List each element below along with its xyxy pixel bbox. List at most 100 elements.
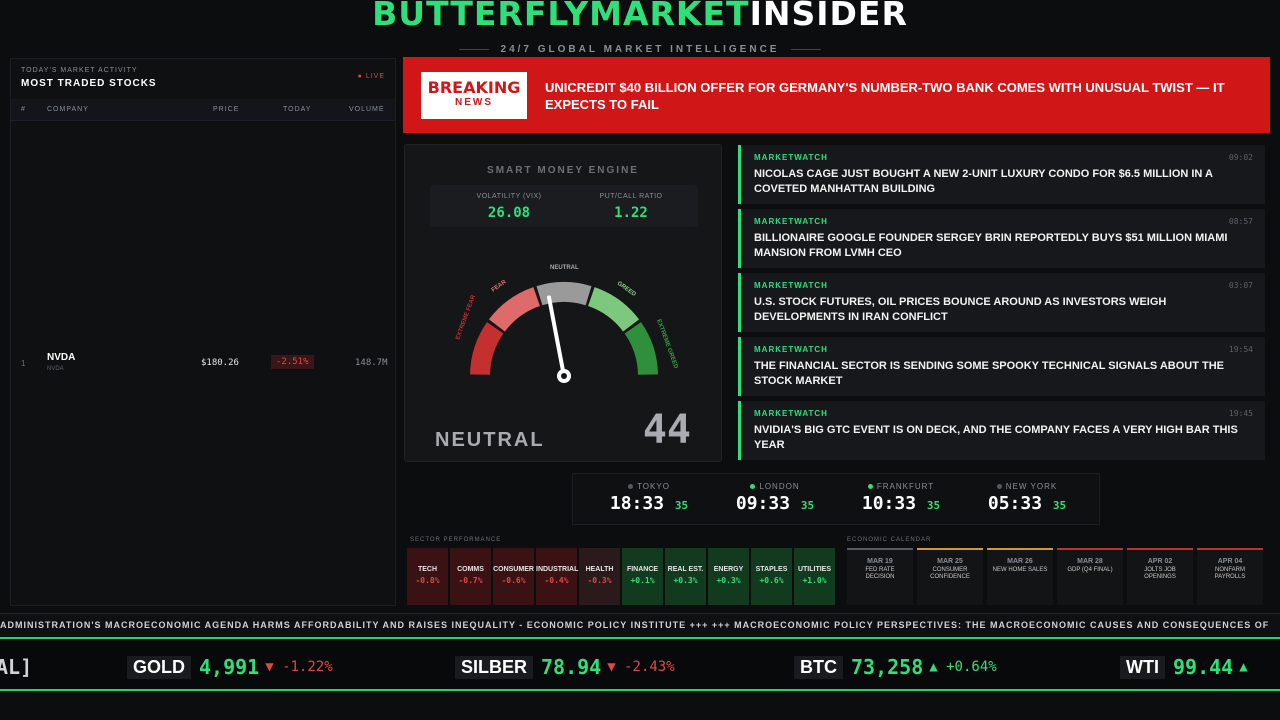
gauge-segment-extreme-greed — [624, 322, 658, 376]
news-headline[interactable]: BILLIONAIRE GOOGLE FOUNDER SERGEY BRIN R… — [754, 232, 1228, 259]
clock-time: 18:33 — [609, 493, 665, 514]
sector-name: HEALTH — [585, 566, 614, 573]
live-badge: ● LIVE — [357, 73, 385, 80]
news-item[interactable]: MARKETWATCH 08:57 BILLIONAIRE GOOGLE FOU… — [738, 209, 1265, 268]
sector-name: INDUSTRIAL — [536, 566, 579, 573]
news-time: 19:45 — [1228, 409, 1253, 418]
ticker-symbol: WTI — [1120, 655, 1165, 679]
table-header: # COMPANY PRICE TODAY VOLUME — [11, 99, 395, 121]
news-time: 09:02 — [1228, 153, 1253, 162]
row-symbol: NVDA — [47, 352, 76, 363]
sector-name: CONSUMER — [493, 566, 534, 573]
clock-time: 10:33 — [861, 493, 917, 514]
news-source: MARKETWATCH — [754, 217, 828, 226]
calendar-event[interactable]: MAR 25 CONSUMER CONFIDENCE — [917, 548, 983, 605]
news-item[interactable]: MARKETWATCH 19:45 NVIDIA'S BIG GTC EVENT… — [738, 401, 1265, 460]
gauge-label-neutral: NEUTRAL — [550, 265, 579, 271]
event-date: MAR 28 — [1077, 558, 1103, 565]
clock-seconds: 35 — [800, 499, 815, 512]
ticker-symbol: BTC — [794, 655, 843, 679]
calendar-event[interactable]: APR 04 NONFARM PAYROLLS — [1197, 548, 1263, 605]
sector-value: -0.6% — [501, 576, 526, 585]
event-name: NONFARM PAYROLLS — [1214, 567, 1246, 580]
calendar-event[interactable]: MAR 19 FED RATE DECISION — [847, 548, 913, 605]
news-source: MARKETWATCH — [754, 153, 828, 162]
sector-tile[interactable]: REAL EST. +0.3% — [665, 548, 706, 605]
sector-value: +0.3% — [716, 576, 741, 585]
economic-calendar: ECONOMIC CALENDAR MAR 19 FED RATE DECISIO… — [845, 536, 1267, 606]
smart-money-engine: SMART MONEY ENGINE VOLATILITY (VIX) 26.0… — [404, 144, 722, 462]
panel-title: MOST TRADED STOCKS — [21, 78, 157, 89]
sector-tile[interactable]: UTILITIES +1.0% — [794, 548, 835, 605]
news-item[interactable]: MARKETWATCH 09:02 NICOLAS CAGE JUST BOUG… — [738, 145, 1265, 204]
clock-city: NEW YORK — [1005, 482, 1058, 491]
calendar-event[interactable]: MAR 26 NEW HOME SALES — [987, 548, 1053, 605]
metrics-box: VOLATILITY (VIX) 26.08 PUT/CALL RATIO 1.… — [430, 185, 698, 227]
ticker-item[interactable]: BTC 73,258 ▲ +0.64% — [794, 655, 997, 679]
calendar-label: ECONOMIC CALENDAR — [847, 537, 932, 543]
news-headline[interactable]: U.S. STOCK FUTURES, OIL PRICES BOUNCE AR… — [754, 296, 1167, 323]
sector-value: -0.7% — [458, 576, 483, 585]
clock-city: FRANKFURT — [876, 482, 935, 491]
ticker-item[interactable]: GOLD 4,991 ▼ -1.22% — [127, 655, 333, 679]
col-rank: # — [21, 106, 26, 113]
calendar-event[interactable]: MAR 28 GDP (Q4 FINAL) — [1057, 548, 1123, 605]
market-status-dot — [628, 484, 634, 490]
sector-tile[interactable]: ENERGY +0.3% — [708, 548, 749, 605]
news-item[interactable]: MARKETWATCH 03:07 U.S. STOCK FUTURES, OI… — [738, 273, 1265, 332]
gauge-label-fear: FEAR — [491, 279, 508, 294]
breaking-headline[interactable]: UNICREDIT $40 BILLION OFFER FOR GERMANY'… — [545, 80, 1225, 112]
row-price: $180.26 — [201, 358, 239, 368]
pcr-value: 1.22 — [614, 205, 648, 221]
gauge-needle — [547, 295, 566, 378]
sector-name: FINANCE — [626, 566, 659, 573]
calendar-event[interactable]: APR 02 JOLTS JOB OPENINGS — [1127, 548, 1193, 605]
sector-tile[interactable]: TECH -0.8% — [407, 548, 448, 605]
sector-value: +0.6% — [759, 576, 784, 585]
sector-value: -0.3% — [587, 576, 612, 585]
sector-tile[interactable]: HEALTH -0.3% — [579, 548, 620, 605]
sector-tile[interactable]: INDUSTRIAL -0.4% — [536, 548, 579, 605]
clock-seconds: 35 — [1052, 499, 1067, 512]
ticker-change: ▼ -1.22% — [265, 659, 333, 675]
event-date: MAR 26 — [1007, 558, 1033, 565]
ticker-change: ▲ +0.64% — [929, 659, 997, 675]
sector-value: +1.0% — [802, 576, 827, 585]
engine-title: SMART MONEY ENGINE — [487, 165, 639, 176]
sector-value: +0.1% — [630, 576, 655, 585]
ticker-price: 99.44 — [1173, 655, 1234, 679]
table-row[interactable]: 1 NVDA NVDA $180.26 -2.51% 148.7M — [11, 351, 395, 375]
sector-tile[interactable]: CONSUMER -0.6% — [493, 548, 534, 605]
sector-name: ENERGY — [713, 566, 744, 573]
fear-greed-gauge: EXTREME FEAR FEAR NEUTRAL GREED EXTREME … — [455, 265, 679, 383]
sector-tile[interactable]: FINANCE +0.1% — [622, 548, 663, 605]
gauge-label-greed: GREED — [616, 281, 637, 299]
market-status-dot — [750, 484, 756, 490]
clock-seconds: 35 — [674, 499, 689, 512]
event-name: CONSUMER CONFIDENCE — [930, 567, 970, 580]
ticker-price: 78.94 — [541, 655, 602, 679]
breaking-news-banner[interactable]: BREAKING NEWS UNICREDIT $40 BILLION OFFE… — [403, 57, 1270, 133]
ticker-partial-text: AL] — [0, 655, 33, 679]
news-headline[interactable]: NVIDIA'S BIG GTC EVENT IS ON DECK, AND T… — [754, 424, 1238, 451]
news-headline[interactable]: THE FINANCIAL SECTOR IS SENDING SOME SPO… — [754, 360, 1224, 387]
event-name: GDP (Q4 FINAL) — [1067, 567, 1113, 573]
sector-tile[interactable]: COMMS -0.7% — [450, 548, 491, 605]
event-date: MAR 19 — [867, 558, 893, 565]
sector-name: TECH — [417, 566, 438, 573]
sector-name: STAPLES — [755, 566, 788, 573]
row-rank: 1 — [21, 359, 26, 368]
col-volume: VOLUME — [349, 106, 385, 113]
ticker-item[interactable]: WTI 99.44 ▲ — [1120, 655, 1248, 679]
ticker-partial: AL] — [0, 655, 32, 679]
news-time: 03:07 — [1228, 281, 1253, 290]
sector-tile[interactable]: STAPLES +0.6% — [751, 548, 792, 605]
news-headline[interactable]: NICOLAS CAGE JUST BOUGHT A NEW 2-UNIT LU… — [754, 168, 1213, 195]
clock-london: LONDON 09:33 35 — [715, 482, 835, 514]
news-item[interactable]: MARKETWATCH 19:54 THE FINANCIAL SECTOR I… — [738, 337, 1265, 396]
breaking-badge-top: BREAKING — [427, 78, 521, 97]
ticker-symbol: GOLD — [127, 655, 191, 679]
news-marquee: ADMINISTRATION'S MACROECONOMIC AGENDA HA… — [0, 613, 1280, 637]
sector-value: -0.8% — [415, 576, 440, 585]
ticker-item[interactable]: SILBER 78.94 ▼ -2.43% — [455, 655, 675, 679]
